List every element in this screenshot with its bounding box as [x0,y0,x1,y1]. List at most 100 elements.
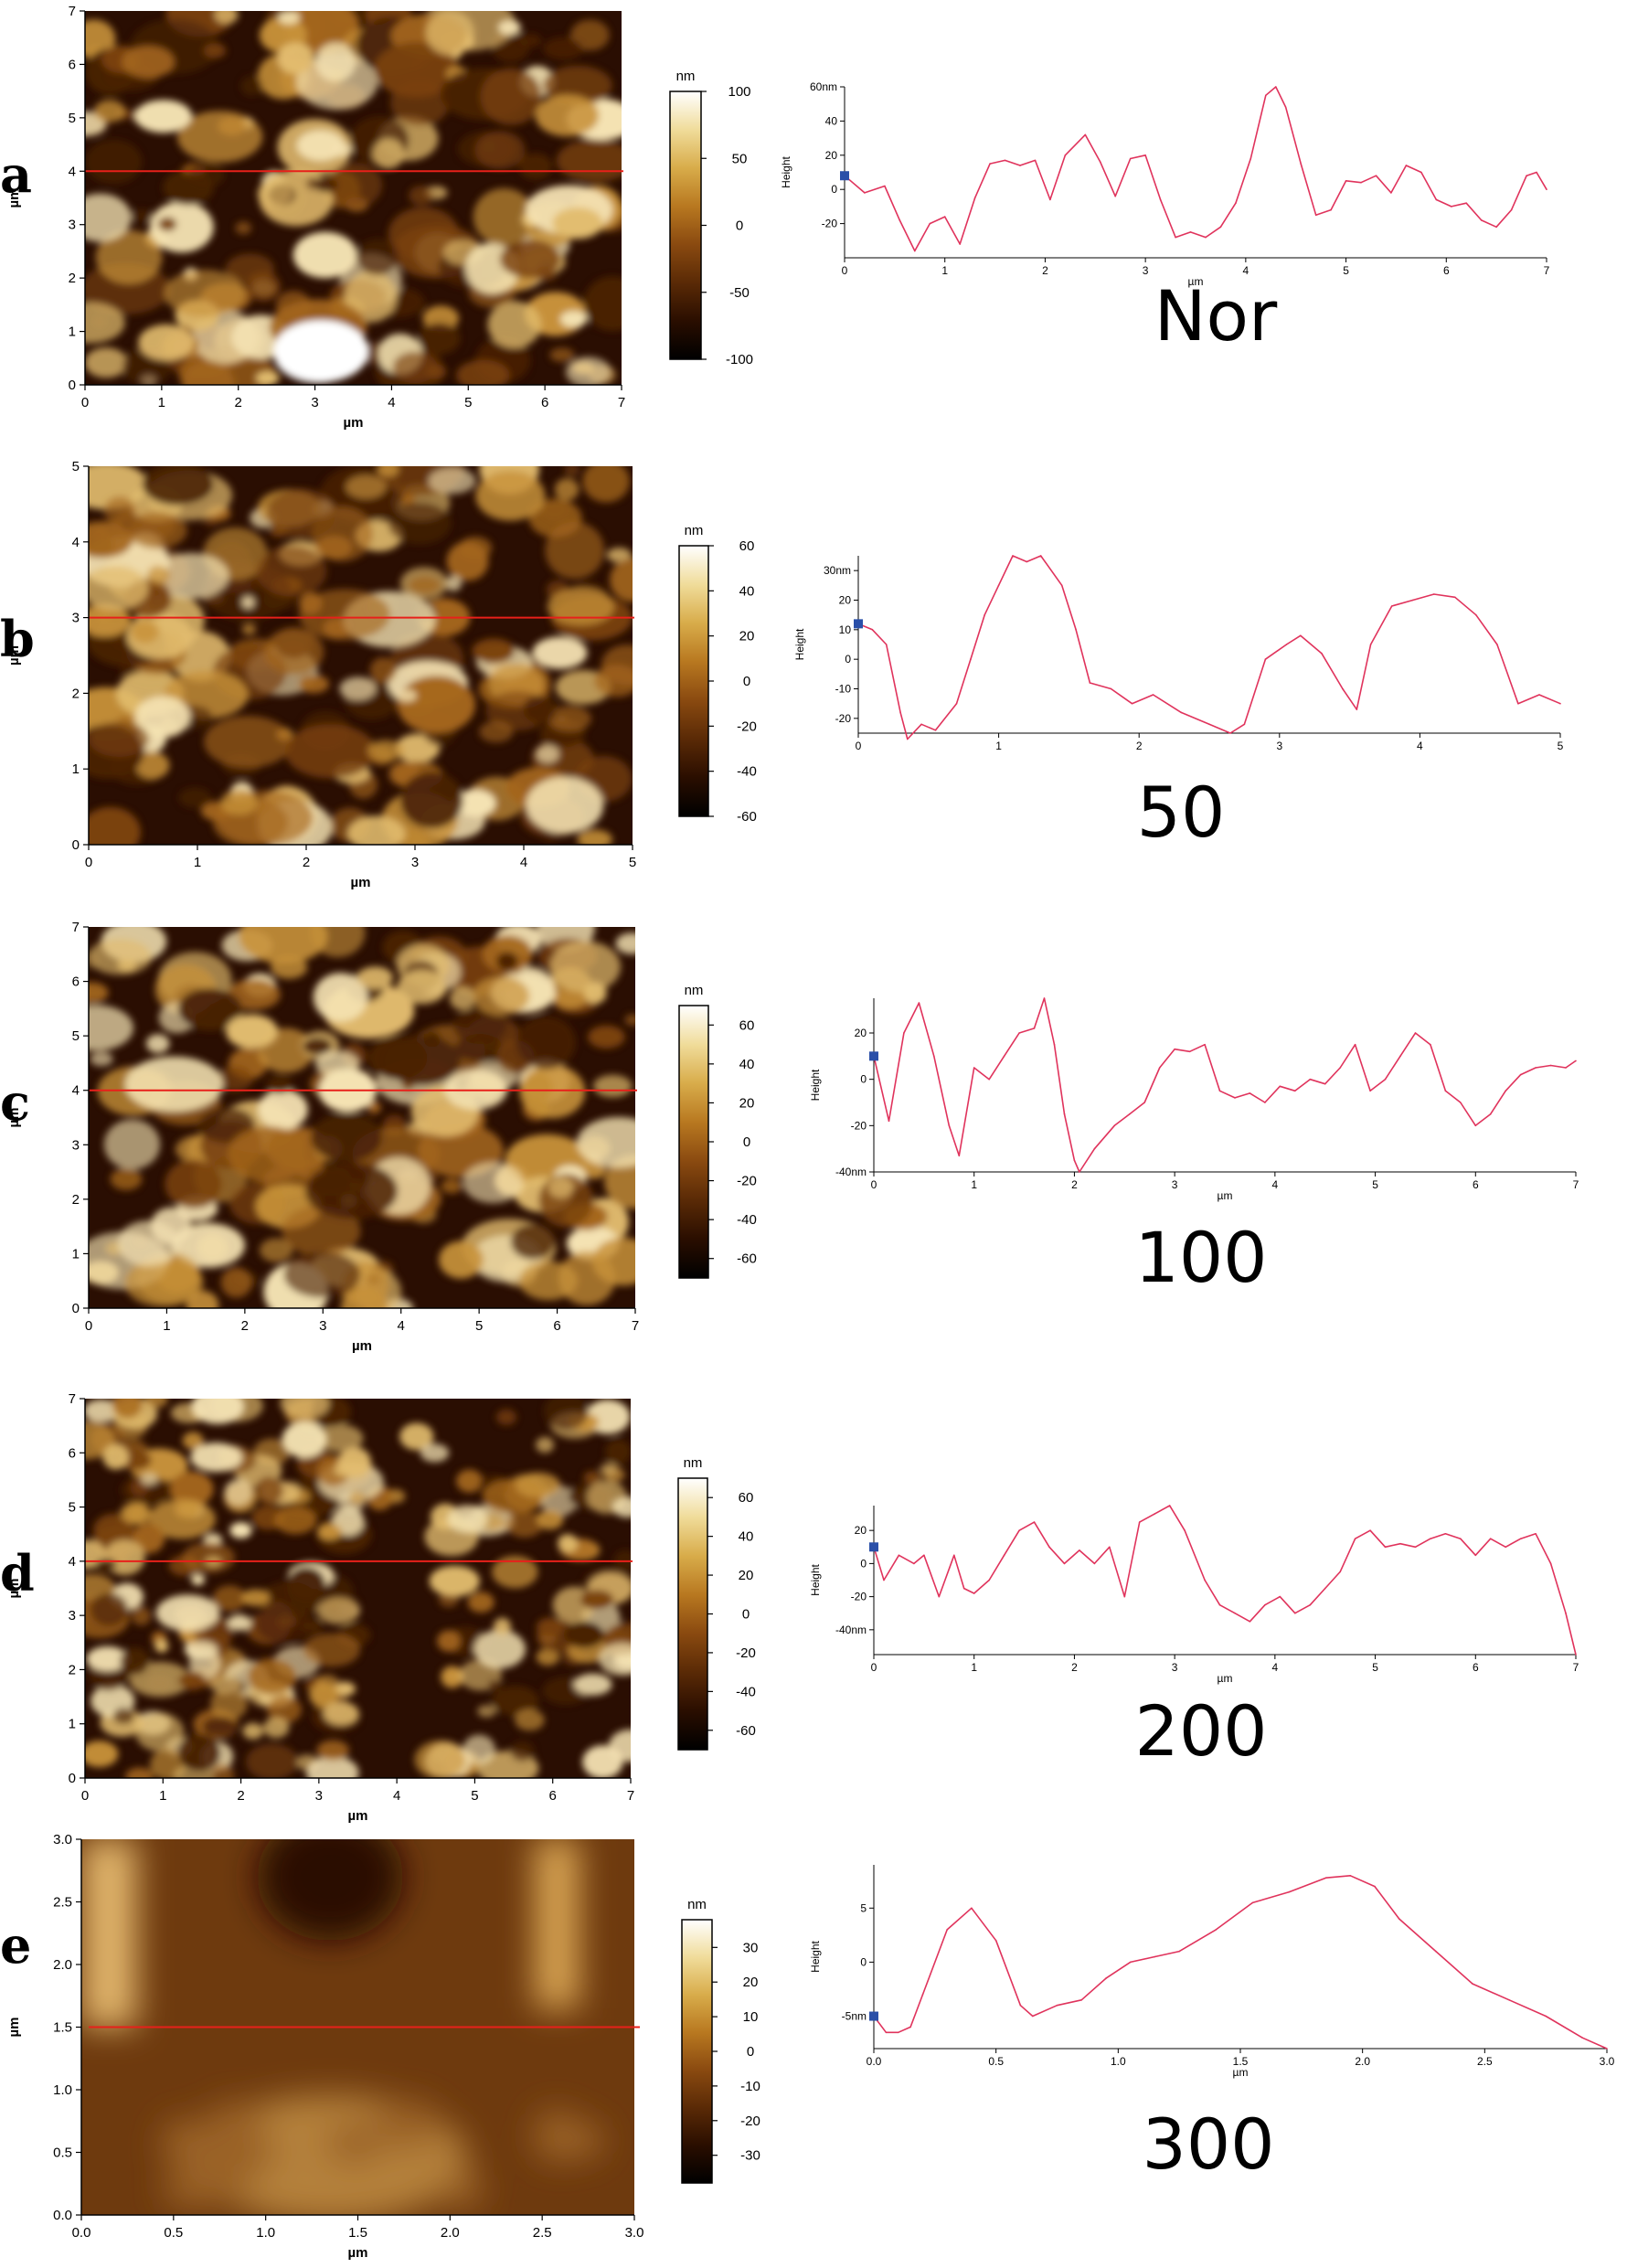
profile-point [1444,1533,1447,1535]
profile-point [1354,1043,1356,1046]
afm-grain [593,664,633,697]
afm-y-tick-label: 4 [69,1554,76,1570]
profile-point [1444,1090,1447,1092]
afm-grain [588,1025,625,1049]
afm-grain [559,311,588,328]
profile-point [1033,1521,1036,1523]
afm-y-tick-label: 4 [72,535,80,550]
afm-grain [420,1443,450,1463]
afm-x-tick-label: 0 [85,1318,92,1334]
afm-grain [526,776,604,834]
afm-y-axis-label: µm [6,1579,22,1599]
afm-grain [304,1162,399,1220]
afm-grain [90,1051,113,1067]
afm-grain [463,1162,524,1204]
profile-point [973,197,976,199]
profile-point [1154,1513,1155,1515]
profile-point [1180,711,1183,714]
afm-y-tick-label: 2 [69,271,76,286]
profile-point [1049,198,1051,201]
profile-point [1109,1546,1111,1549]
profile-point [1100,161,1101,164]
profile-point [1012,555,1014,557]
afm-grain [230,2137,278,2168]
afm-grain [260,1238,293,1262]
afm-grain [505,1510,544,1538]
profile-point [1430,1043,1431,1046]
profile-point [1309,1603,1312,1606]
profile-point [1249,157,1252,160]
afm-grain [473,1629,526,1669]
afm-y-tick-label: 7 [69,1391,76,1407]
profile-x-tick-label: 1 [941,264,948,277]
profile-point [885,644,888,645]
afm-grain [187,1641,218,1659]
afm-grain [374,42,459,98]
profile-x-tick-label: 7 [1573,1661,1579,1674]
afm-grain [89,721,150,757]
height-profile-line [873,1875,1608,2050]
colorbar-tick-label: 0 [743,1134,750,1150]
profile-point [989,163,991,165]
profile-point [1265,94,1267,97]
profile-x-tick-label: 5 [1372,1661,1378,1674]
profile-point [1154,1955,1156,1958]
afm-grain [89,982,109,1004]
afm-grain [176,111,263,163]
colorbar-tick-label: 0 [743,674,750,689]
afm-grain [220,789,259,815]
afm-grain [593,1074,633,1098]
panel-caption: 50 [1137,772,1226,853]
afm-grain [177,1733,221,1773]
afm-y-axis-label: µm [6,188,22,208]
afm-grain [536,745,559,763]
profile-x-tick-label: 0 [842,264,848,277]
afm-y-tick-label: 5 [69,111,76,126]
afm-grain [110,1167,143,1190]
afm-grain [428,467,476,495]
profile-point [1535,1067,1537,1069]
afm-y-tick-label: 1 [69,1717,76,1732]
afm-x-tick-label: 4 [398,1318,405,1334]
afm-grain [257,180,293,207]
afm-grain [396,689,417,702]
afm-grain [577,829,612,845]
afm-y-tick-label: 0.0 [53,2208,72,2223]
afm-grain [479,720,514,743]
afm-grain [174,1500,202,1518]
afm-grain [532,636,588,669]
afm-grain [283,1251,361,1298]
colorbar-tick-label: 40 [739,583,755,599]
afm-grain [467,1592,494,1613]
afm-grain [316,1740,350,1762]
profile-point [946,1929,948,1931]
profile-point [1129,1113,1131,1115]
profile-point [1073,1159,1076,1162]
afm-grain [600,1463,618,1475]
colorbar-tick-label: -40 [737,764,757,780]
afm-grain [456,359,510,385]
profile-point [1218,1090,1221,1092]
afm-grain [309,1682,339,1709]
profile-point [1354,1538,1356,1539]
profile-point [1390,192,1392,194]
afm-grain [177,987,243,1031]
profile-point [933,1055,935,1058]
afm-y-tick-label: 3 [69,218,76,233]
profile-point [1454,596,1456,599]
afm-grain [495,1409,517,1426]
colorbar-tick-label: -100 [726,352,753,367]
profile-y-tick-label: -20 [851,1119,867,1132]
afm-grain [169,1471,214,1507]
afm-x-tick-label: 5 [629,855,636,870]
afm-x-tick-label: 5 [475,1318,483,1334]
colorbar-tick-label: 100 [728,84,750,100]
panel-caption: 200 [1134,1690,1267,1772]
afm-grain [140,1473,158,1485]
afm-y-tick-label: 4 [72,1083,80,1099]
profile-point [898,1554,900,1557]
profile-x-tick-label: 3 [1172,1661,1178,1674]
afm-bright-region [81,1839,137,2028]
afm-grain [582,466,630,503]
